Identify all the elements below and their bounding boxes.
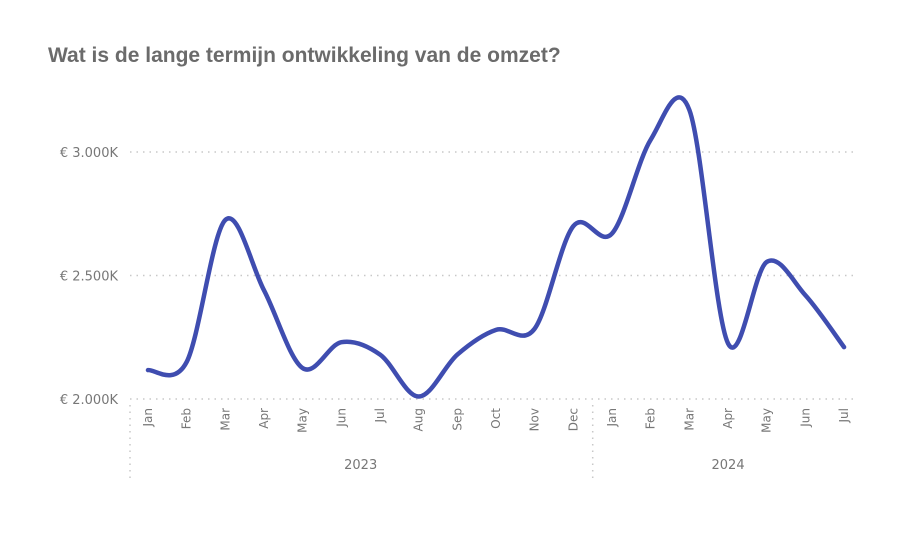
x-tick-label: Feb: [644, 408, 658, 429]
x-tick-label: Apr: [257, 408, 271, 429]
x-tick-label: Jul: [373, 408, 387, 423]
series-line: [145, 95, 847, 399]
x-tick-label: Mar: [218, 408, 232, 431]
chart-title: Wat is de lange termijn ontwikkeling van…: [48, 44, 561, 67]
y-tick-label: € 2.500K: [60, 270, 119, 285]
x-tick-label: Dec: [566, 408, 580, 431]
x-tick-label: Apr: [721, 408, 735, 429]
x-tick-label: Jan: [605, 408, 619, 428]
x-tick-label: Nov: [528, 408, 542, 431]
y-tick-label: € 2.000K: [60, 393, 119, 408]
y-tick-label: € 3.000K: [60, 146, 119, 161]
x-tick-label: Aug: [412, 408, 426, 431]
x-tick-label: Oct: [489, 408, 503, 429]
x-tick-label: Jul: [837, 408, 851, 423]
x-tick-label: Jan: [141, 408, 155, 428]
x-tick-label: Jun: [334, 408, 348, 428]
x-tick-label: Mar: [682, 408, 696, 431]
x-tick-label: May: [296, 408, 310, 433]
x-tick-label: May: [760, 408, 774, 433]
x-tick-label: Sep: [450, 408, 464, 431]
x-tick-label: Feb: [180, 408, 194, 429]
x-tick-label: Jun: [798, 408, 812, 428]
x-group-label: 2024: [712, 458, 745, 473]
x-group-label: 2023: [344, 458, 377, 473]
